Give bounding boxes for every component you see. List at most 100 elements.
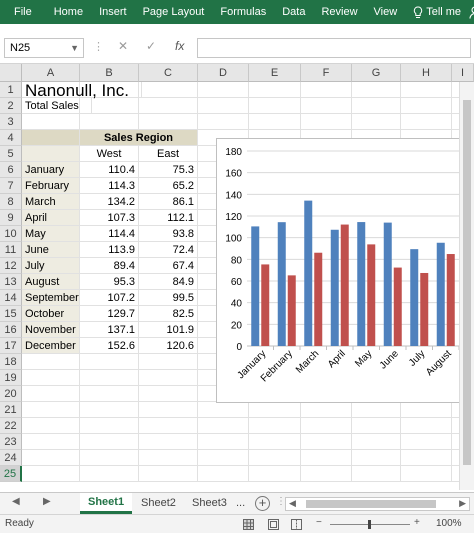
cell[interactable] <box>352 402 401 418</box>
west-value-cell[interactable]: 113.9 <box>80 242 139 258</box>
cell[interactable] <box>80 114 139 130</box>
cell[interactable] <box>198 98 249 114</box>
month-cell[interactable]: February <box>22 178 80 194</box>
cell[interactable] <box>352 466 401 482</box>
cell[interactable] <box>301 466 352 482</box>
east-value-cell[interactable]: 93.8 <box>139 226 198 242</box>
cell[interactable] <box>139 98 198 114</box>
month-cell[interactable]: December <box>22 338 80 354</box>
sheet-tab-sheet3[interactable]: Sheet3 <box>192 497 227 509</box>
cell[interactable] <box>80 450 139 466</box>
row-header-8[interactable]: 8 <box>0 194 22 210</box>
page-layout-view-icon[interactable] <box>268 519 279 530</box>
east-value-cell[interactable]: 99.5 <box>139 290 198 306</box>
row-header-2[interactable]: 2 <box>0 98 22 114</box>
tab-view[interactable]: View <box>373 6 398 18</box>
cell[interactable] <box>22 450 80 466</box>
cell[interactable] <box>249 82 301 98</box>
column-header-c[interactable]: C <box>139 64 198 82</box>
add-sheet-icon[interactable]: + <box>255 496 270 511</box>
row-header-14[interactable]: 14 <box>0 290 22 306</box>
cell[interactable] <box>80 418 139 434</box>
cell[interactable] <box>301 82 352 98</box>
row-header-1[interactable]: 1 <box>0 82 22 98</box>
cell[interactable] <box>198 434 249 450</box>
next-sheet-icon[interactable]: ▶ <box>43 496 51 507</box>
select-all-corner[interactable] <box>0 64 22 82</box>
cell[interactable] <box>352 434 401 450</box>
chevron-down-icon[interactable]: ▼ <box>70 43 79 53</box>
month-cell[interactable]: November <box>22 322 80 338</box>
month-cell[interactable]: September <box>22 290 80 306</box>
west-value-cell[interactable]: 107.3 <box>80 210 139 226</box>
cell[interactable] <box>249 418 301 434</box>
west-value-cell[interactable]: 114.4 <box>80 226 139 242</box>
sheet-tab-sheet1[interactable]: Sheet1 <box>80 493 133 514</box>
more-sheets-button[interactable]: ... <box>236 497 246 509</box>
cell[interactable] <box>22 402 80 418</box>
cell[interactable] <box>139 466 198 482</box>
cell[interactable] <box>198 450 249 466</box>
cell[interactable] <box>139 450 198 466</box>
cell[interactable] <box>139 402 198 418</box>
title-cell[interactable]: Nanonull, Inc. <box>22 82 142 100</box>
zoom-out-icon[interactable]: − <box>316 517 322 528</box>
tab-page-layout[interactable]: Page Layout <box>142 6 205 18</box>
zoom-level[interactable]: 100% <box>436 518 462 529</box>
row-header-17[interactable]: 17 <box>0 338 22 354</box>
tab-formulas[interactable]: Formulas <box>220 6 267 18</box>
east-value-cell[interactable]: 67.4 <box>139 258 198 274</box>
column-header-e[interactable]: E <box>249 64 301 82</box>
cell[interactable] <box>301 402 352 418</box>
prev-sheet-icon[interactable]: ◀ <box>12 496 20 507</box>
column-header-a[interactable]: A <box>22 64 80 82</box>
cell[interactable] <box>22 418 80 434</box>
cell[interactable] <box>139 386 198 402</box>
cell[interactable] <box>198 114 249 130</box>
row-header-23[interactable]: 23 <box>0 434 22 450</box>
west-value-cell[interactable]: 129.7 <box>80 306 139 322</box>
tab-file[interactable]: File <box>14 6 32 18</box>
month-cell[interactable]: July <box>22 258 80 274</box>
west-header-cell[interactable]: West <box>80 146 139 162</box>
column-header-f[interactable]: F <box>301 64 352 82</box>
subtitle-cell[interactable]: Total Sales <box>22 98 92 114</box>
cell[interactable] <box>401 98 452 114</box>
vertical-scroll-thumb[interactable] <box>463 100 471 465</box>
cell[interactable] <box>139 418 198 434</box>
east-value-cell[interactable]: 101.9 <box>139 322 198 338</box>
cell[interactable] <box>301 418 352 434</box>
month-cell[interactable]: May <box>22 226 80 242</box>
insert-function-icon[interactable]: fx <box>175 39 185 53</box>
row-header-24[interactable]: 24 <box>0 450 22 466</box>
row-header-6[interactable]: 6 <box>0 162 22 178</box>
row-header-22[interactable]: 22 <box>0 418 22 434</box>
cell[interactable] <box>139 434 198 450</box>
sheet-tab-sheet2[interactable]: Sheet2 <box>141 497 176 509</box>
west-value-cell[interactable]: 152.6 <box>80 338 139 354</box>
east-value-cell[interactable]: 84.9 <box>139 274 198 290</box>
region-header-cell[interactable]: Sales Region <box>80 130 198 146</box>
east-value-cell[interactable]: 86.1 <box>139 194 198 210</box>
cell[interactable] <box>301 450 352 466</box>
column-header-i[interactable]: I <box>452 64 474 82</box>
cell[interactable] <box>139 82 198 98</box>
cell[interactable] <box>401 402 452 418</box>
cell[interactable] <box>352 82 401 98</box>
cell[interactable] <box>22 354 80 370</box>
cell[interactable] <box>352 418 401 434</box>
cell[interactable] <box>80 386 139 402</box>
cell[interactable] <box>249 466 301 482</box>
row-header-5[interactable]: 5 <box>0 146 22 162</box>
cell[interactable] <box>198 402 249 418</box>
cell[interactable] <box>352 98 401 114</box>
page-break-view-icon[interactable] <box>291 519 302 530</box>
cell[interactable] <box>80 98 139 114</box>
cancel-icon[interactable]: ✕ <box>118 39 129 53</box>
cell[interactable] <box>401 450 452 466</box>
column-header-g[interactable]: G <box>352 64 401 82</box>
east-value-cell[interactable]: 72.4 <box>139 242 198 258</box>
cell[interactable] <box>80 434 139 450</box>
cell[interactable] <box>352 114 401 130</box>
cell[interactable] <box>22 434 80 450</box>
